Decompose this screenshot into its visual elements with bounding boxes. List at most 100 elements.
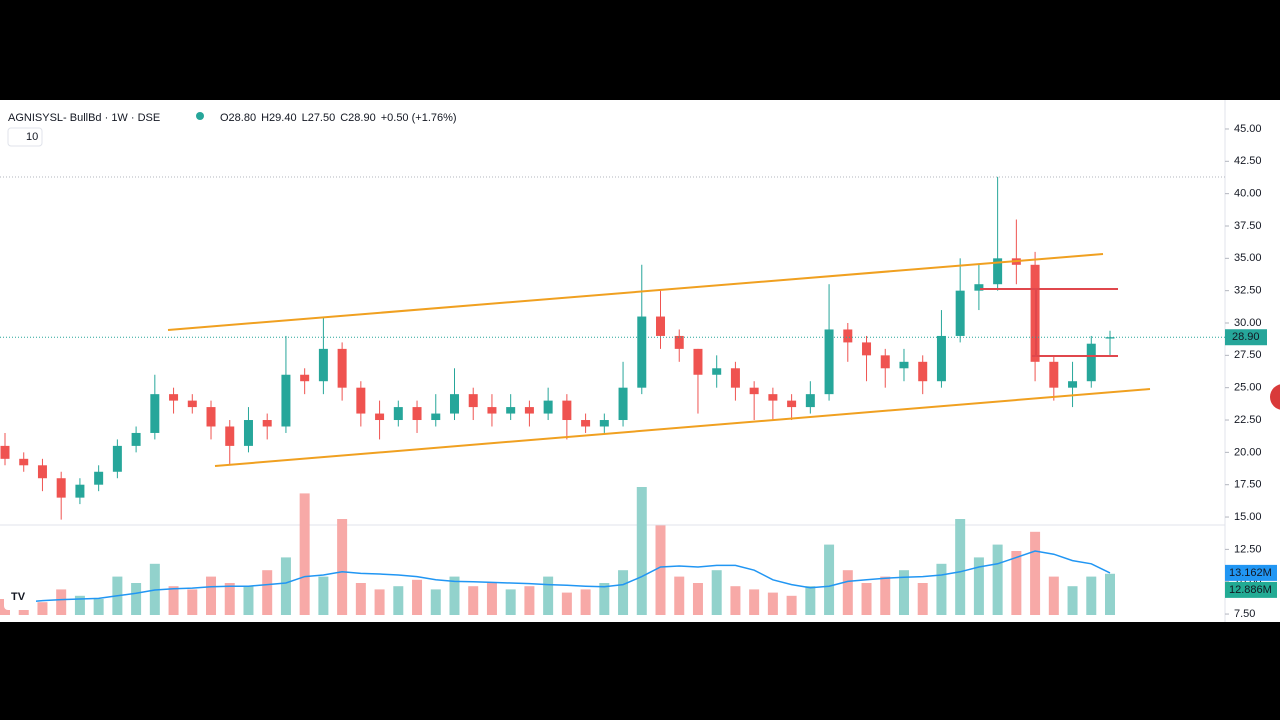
volume-bar (18, 605, 29, 615)
candle-body (787, 400, 797, 408)
volume-bar (692, 583, 703, 615)
volume-bar (1048, 576, 1059, 615)
volume-bar (430, 589, 441, 615)
volume-bar (374, 589, 385, 615)
candle-body (749, 387, 759, 395)
volume-bar (318, 576, 329, 615)
candle-body (918, 361, 928, 382)
ohlc-value: L27.50 (302, 112, 336, 124)
volume-bar (917, 583, 928, 615)
volume-bar (486, 583, 497, 615)
volume-bar (861, 583, 872, 615)
ohlc-value: +0.50 (+1.76%) (381, 112, 457, 124)
candle-body (225, 426, 235, 446)
trend-line-upper[interactable] (167, 253, 1104, 331)
volume-bar (767, 592, 778, 615)
candle-body (375, 413, 385, 421)
volume-bar (898, 570, 909, 615)
alert-button[interactable] (1270, 384, 1280, 410)
volume-bar (505, 589, 516, 615)
ohlc-value: H29.40 (261, 112, 296, 124)
volume-box (1225, 581, 1277, 598)
candle-body (524, 407, 534, 414)
y-tick-label: 27.50 (1234, 349, 1262, 361)
candle-body (150, 394, 160, 433)
volume-bar (786, 595, 797, 615)
volume-bar (187, 589, 198, 615)
y-tick-label: 32.50 (1234, 285, 1262, 297)
volume-bar (93, 599, 104, 615)
volume-bar (955, 519, 966, 615)
candle-body (37, 465, 47, 479)
candle-body (449, 394, 459, 414)
volume-bar (74, 595, 85, 615)
candle-body (843, 329, 853, 343)
volume-bar (1011, 551, 1022, 615)
volume-bar (973, 557, 984, 615)
candle-body (0, 445, 10, 459)
candle-body (562, 400, 572, 421)
y-tick-label: 22.50 (1234, 414, 1262, 426)
candle-body (243, 420, 253, 446)
candle-body (206, 407, 216, 427)
candle-body (936, 335, 946, 382)
candle-body (393, 407, 403, 421)
candle-body (1049, 361, 1059, 388)
candle-body (543, 400, 553, 414)
candle-body (974, 284, 984, 291)
candle-body (824, 329, 834, 395)
candle-body (805, 394, 815, 408)
volume-bar (730, 586, 741, 615)
candle-body (1105, 337, 1115, 339)
candle-body (318, 348, 328, 382)
candle-body (75, 484, 85, 498)
volume-bar (842, 570, 853, 615)
candle-body (1068, 381, 1078, 388)
volume-bar (880, 576, 891, 615)
candle-body (674, 335, 684, 349)
candle-body (693, 348, 703, 375)
volume-bar (824, 544, 835, 615)
volume-bar (992, 544, 1003, 615)
candle-body (899, 361, 909, 369)
volume-bar (524, 586, 535, 615)
volume-bar (749, 589, 760, 615)
volume-bar (168, 586, 179, 615)
indicator-badge[interactable] (7, 127, 43, 147)
candle-body (412, 407, 422, 421)
candle-body (262, 420, 272, 427)
status-dot (196, 112, 204, 120)
candle-body (712, 368, 722, 375)
y-tick-label: 25.00 (1234, 382, 1262, 394)
volume-bar (412, 579, 423, 615)
y-tick-label: 15.00 (1234, 511, 1262, 523)
volume-label: 12.886M (1229, 584, 1272, 596)
candle-body (506, 407, 516, 414)
candle-body (637, 316, 647, 388)
volume-bar (337, 519, 348, 615)
volume-ma-label: 13.162M (1229, 567, 1272, 579)
y-tick-label: 45.00 (1234, 123, 1262, 135)
ohlc-value: O28.80 (220, 112, 256, 124)
volume-bar (1105, 573, 1115, 615)
candle-body (131, 432, 141, 446)
candle-body (19, 458, 29, 466)
trend-line-lower[interactable] (214, 388, 1151, 467)
candle-body (656, 316, 666, 336)
volume-bar (262, 570, 273, 615)
candle-body (169, 394, 179, 401)
y-tick-label: 20.00 (1234, 446, 1262, 458)
volume-bar (711, 570, 722, 615)
marks (0, 176, 1115, 615)
volume-bar (393, 586, 404, 615)
volume-bar (655, 525, 666, 615)
candle-body (581, 420, 591, 427)
logo-bg (4, 584, 36, 610)
candle-body (768, 394, 778, 401)
candle-body (1086, 343, 1096, 382)
candle-body (993, 258, 1003, 285)
volume-bar (206, 576, 217, 615)
candle-body (618, 387, 628, 421)
y-tick-label: 12.50 (1234, 543, 1262, 555)
